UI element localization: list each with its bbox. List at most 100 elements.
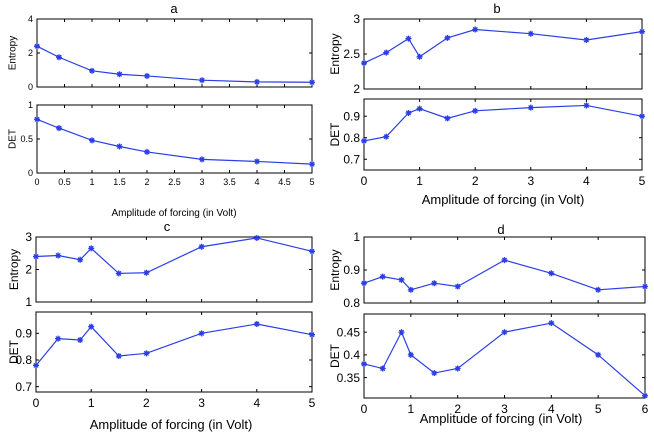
data-point	[548, 320, 555, 327]
data-point	[143, 269, 150, 276]
data-point	[309, 331, 315, 338]
y-tick-label: 0.9	[343, 109, 360, 123]
data-point	[143, 350, 150, 357]
x-axis-label: Amplitude of forcing (in Volt)	[90, 417, 253, 432]
data-point	[34, 116, 40, 123]
y-tick-label: 1	[28, 100, 33, 110]
y-tick-label: 0.8	[343, 296, 360, 310]
axes-frame	[36, 104, 313, 174]
series-line	[363, 104, 643, 142]
x-tick-label: 2	[472, 174, 479, 188]
x-tick-label: 6	[642, 402, 649, 416]
x-tick-label: 0	[361, 402, 368, 416]
data-point	[361, 360, 367, 367]
x-tick-label: 4	[254, 177, 259, 187]
data-point	[444, 115, 451, 122]
x-tick-label: 4	[583, 174, 590, 188]
data-point	[309, 79, 315, 86]
y-tick-label: 1	[353, 230, 360, 244]
subplot-entropy: 0 2 4 Entropy	[7, 14, 315, 92]
data-point	[583, 37, 590, 43]
series-line	[35, 323, 313, 366]
data-point	[379, 365, 386, 372]
data-point	[454, 365, 461, 372]
y-tick-label: 3	[25, 230, 32, 244]
data-point	[595, 351, 602, 358]
data-point	[198, 330, 205, 337]
subplot-det: 0.7 0.8 0.9 0 1 2 3 4 5 DET	[7, 311, 316, 410]
axes-frame	[363, 18, 643, 90]
x-tick-label: 5	[639, 174, 646, 188]
y-tick-label: 3	[353, 12, 360, 26]
x-tick-label: 2	[454, 402, 461, 416]
data-point	[198, 243, 205, 250]
x-tick-label: 1	[89, 177, 94, 187]
y-tick-label: 0	[28, 168, 33, 178]
data-point	[431, 280, 438, 287]
data-point	[454, 283, 461, 290]
data-point	[77, 337, 84, 343]
data-point	[583, 102, 590, 109]
data-point	[56, 54, 62, 61]
data-point	[416, 105, 423, 112]
y-axis-label: DET	[7, 129, 18, 149]
data-point	[383, 49, 390, 56]
data-point	[33, 362, 39, 369]
data-point	[383, 133, 390, 140]
x-tick-label: 3.5	[223, 177, 236, 187]
y-axis-label: DET	[328, 122, 342, 147]
y-tick-label: 0	[28, 82, 33, 92]
y-axis-label: DET	[7, 339, 21, 364]
data-point	[34, 43, 40, 50]
y-tick-label: 2	[28, 48, 33, 58]
axes-frame	[363, 236, 646, 304]
x-tick-label: 2.5	[168, 177, 181, 187]
y-tick-label: 0.4	[343, 348, 360, 362]
data-point	[199, 77, 205, 84]
data-point	[595, 286, 602, 293]
x-tick-label: 1	[416, 174, 423, 188]
x-axis-label: Amplitude of forcing (in Volt)	[420, 411, 583, 426]
subplot-entropy: 0.8 0.9 1 Entropy	[328, 230, 648, 310]
x-tick-label: 0	[33, 396, 40, 410]
x-tick-label: 2	[144, 177, 149, 187]
y-tick-label: 0.35	[337, 371, 361, 385]
series-line	[363, 322, 646, 397]
data-point	[501, 329, 508, 336]
x-tick-label: 2	[143, 396, 150, 410]
x-tick-label: 0	[34, 177, 39, 187]
data-point	[527, 104, 534, 111]
data-point	[253, 234, 260, 241]
y-tick-label: 0.45	[337, 325, 361, 339]
axes-frame	[36, 18, 313, 88]
data-point	[89, 137, 95, 144]
y-tick-label: 1	[25, 295, 32, 309]
axes-frame	[363, 98, 643, 171]
data-point	[254, 78, 260, 85]
data-point	[548, 270, 555, 277]
y-axis-label: Entropy	[7, 249, 21, 290]
data-point	[639, 113, 645, 120]
data-point	[361, 137, 367, 144]
axes-frame	[35, 311, 313, 393]
y-tick-label: 0.8	[15, 353, 32, 367]
x-tick-label: 5	[595, 402, 602, 416]
data-point	[55, 252, 62, 259]
subplot-entropy: 1 2 3 Entropy	[7, 230, 315, 309]
data-point	[642, 283, 648, 290]
data-point	[116, 143, 123, 150]
y-tick-label: 2	[25, 263, 32, 277]
x-tick-label: 4.5	[278, 177, 291, 187]
y-axis-label: Entropy	[328, 33, 342, 74]
data-point	[309, 248, 315, 255]
subplot-det: 0.7 0.8 0.9 0 1 2 3 4 5 DET	[328, 98, 646, 188]
data-point	[309, 161, 315, 168]
y-axis-label: Entropy	[7, 36, 18, 70]
data-point	[398, 329, 405, 336]
x-tick-label: 3	[198, 396, 205, 410]
y-tick-label: 0.5	[20, 134, 33, 144]
y-axis-label: DET	[328, 343, 342, 368]
y-tick-label: 0.7	[15, 380, 32, 394]
y-tick-label: 0.8	[343, 131, 360, 145]
series-line	[363, 28, 643, 64]
